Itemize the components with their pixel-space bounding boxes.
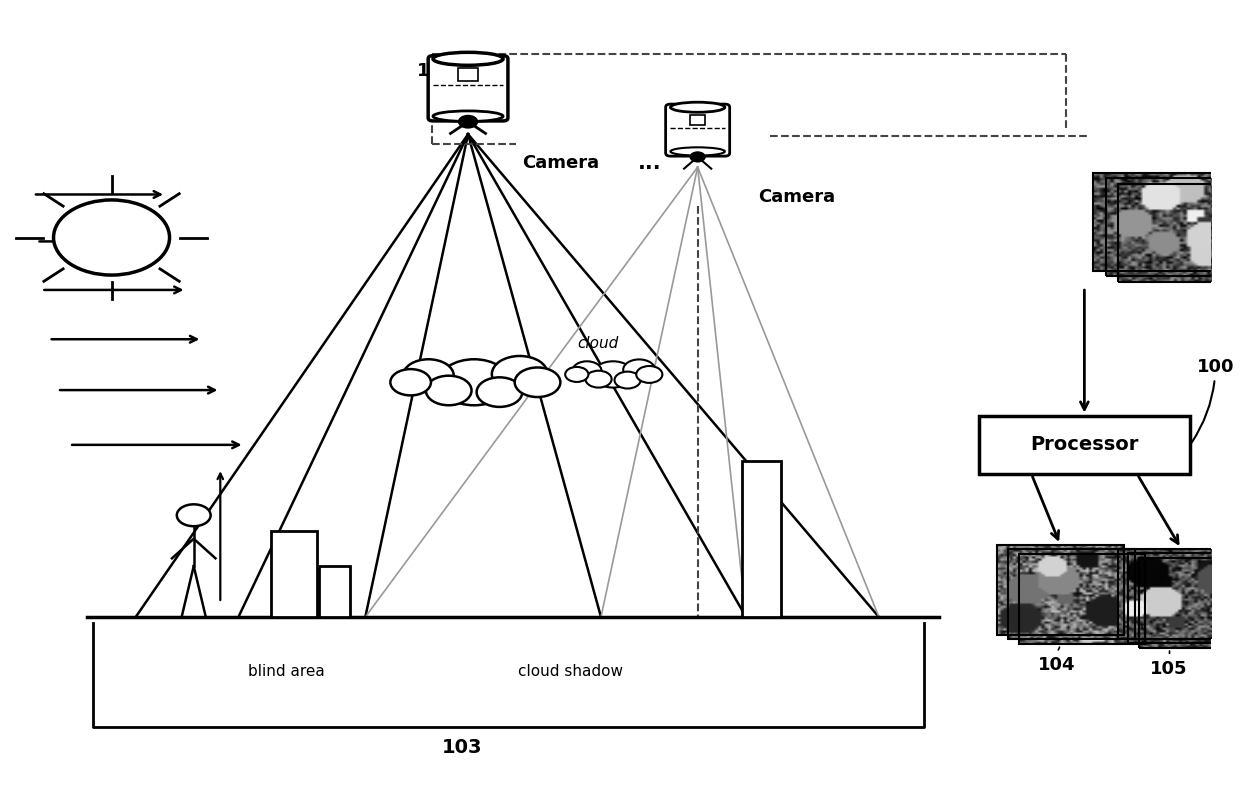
Circle shape bbox=[573, 361, 601, 380]
Circle shape bbox=[585, 370, 611, 388]
Circle shape bbox=[425, 376, 471, 405]
Circle shape bbox=[177, 504, 211, 526]
Bar bbox=[978, 415, 1190, 474]
Text: Processor: Processor bbox=[1030, 435, 1138, 455]
Bar bbox=[1117, 548, 1240, 638]
Ellipse shape bbox=[671, 147, 725, 155]
Bar bbox=[997, 545, 1123, 634]
Circle shape bbox=[515, 367, 560, 397]
Circle shape bbox=[615, 372, 641, 388]
Text: 100: 100 bbox=[1192, 358, 1234, 443]
Circle shape bbox=[403, 359, 454, 392]
Circle shape bbox=[492, 356, 548, 392]
Circle shape bbox=[391, 369, 432, 396]
FancyBboxPatch shape bbox=[666, 104, 729, 156]
Text: cloud: cloud bbox=[577, 336, 618, 351]
Ellipse shape bbox=[671, 102, 725, 112]
Bar bbox=[1140, 558, 1240, 648]
Text: Camera: Camera bbox=[522, 154, 600, 173]
Text: cloud shadow: cloud shadow bbox=[518, 664, 624, 679]
Text: blind area: blind area bbox=[248, 664, 325, 679]
Circle shape bbox=[53, 200, 170, 275]
Bar bbox=[1128, 553, 1240, 643]
Circle shape bbox=[439, 359, 510, 405]
Text: 105: 105 bbox=[1151, 660, 1188, 678]
Bar bbox=[743, 460, 781, 617]
Ellipse shape bbox=[433, 111, 503, 121]
Text: Camera: Camera bbox=[758, 188, 836, 206]
FancyBboxPatch shape bbox=[428, 56, 508, 121]
Circle shape bbox=[624, 359, 655, 380]
Circle shape bbox=[476, 377, 522, 407]
Bar bbox=[272, 531, 317, 617]
Text: 103: 103 bbox=[441, 738, 482, 757]
Bar bbox=[459, 69, 477, 81]
Bar bbox=[1018, 554, 1146, 644]
Text: 104: 104 bbox=[1038, 656, 1075, 674]
Bar bbox=[1117, 184, 1240, 282]
Bar bbox=[1094, 173, 1233, 271]
Text: ...: ... bbox=[637, 153, 661, 173]
Circle shape bbox=[691, 152, 704, 162]
Bar bbox=[320, 566, 350, 617]
Circle shape bbox=[593, 361, 634, 388]
Text: 101: 101 bbox=[418, 61, 463, 80]
Bar bbox=[1008, 549, 1135, 639]
Bar bbox=[1106, 178, 1240, 277]
Circle shape bbox=[459, 116, 477, 128]
Ellipse shape bbox=[433, 52, 503, 65]
Bar bbox=[689, 114, 706, 125]
Circle shape bbox=[636, 366, 662, 383]
Circle shape bbox=[565, 367, 589, 382]
